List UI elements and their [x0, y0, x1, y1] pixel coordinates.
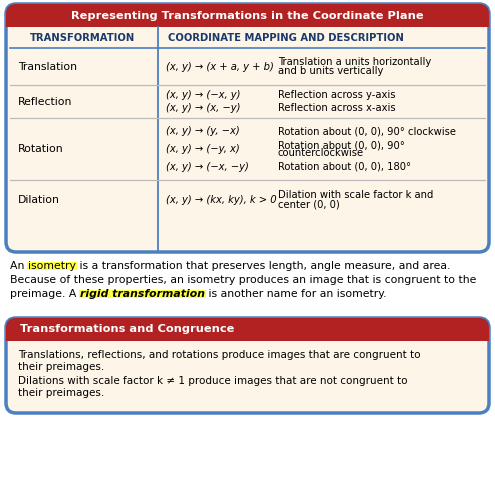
FancyBboxPatch shape — [6, 318, 489, 413]
Text: (x, y) → (−y, x): (x, y) → (−y, x) — [166, 144, 240, 154]
Text: Representing Transformations in the Coordinate Plane: Representing Transformations in the Coor… — [71, 11, 424, 21]
Bar — [6, 329, 489, 341]
Text: Reflection: Reflection — [18, 97, 72, 107]
Text: Dilation: Dilation — [18, 195, 60, 205]
Text: (x, y) → (−x, y): (x, y) → (−x, y) — [166, 90, 241, 100]
FancyBboxPatch shape — [6, 318, 489, 341]
Text: Reflection across y-axis: Reflection across y-axis — [278, 90, 396, 100]
Bar — [79, 290, 206, 298]
FancyBboxPatch shape — [6, 4, 489, 252]
Text: their preimages.: their preimages. — [18, 362, 104, 372]
Text: (x, y) → (x + a, y + b): (x, y) → (x + a, y + b) — [166, 62, 274, 72]
Text: preimage. A: preimage. A — [10, 289, 80, 299]
Text: their preimages.: their preimages. — [18, 388, 104, 398]
Text: An: An — [10, 261, 28, 271]
Text: Translations, reflections, and rotations produce images that are congruent to: Translations, reflections, and rotations… — [18, 350, 420, 360]
Text: Rotation about (0, 0), 90° clockwise: Rotation about (0, 0), 90° clockwise — [278, 126, 456, 136]
Text: Rotation: Rotation — [18, 144, 64, 154]
Text: Dilations with scale factor k ≠ 1 produce images that are not congruent to: Dilations with scale factor k ≠ 1 produc… — [18, 376, 407, 386]
Text: rigid transformation: rigid transformation — [80, 289, 205, 299]
Text: and b units vertically: and b units vertically — [278, 66, 383, 76]
FancyBboxPatch shape — [6, 4, 489, 27]
Text: Because of these properties, an isometry produces an image that is congruent to : Because of these properties, an isometry… — [10, 275, 476, 285]
Text: counterclockwise: counterclockwise — [278, 148, 364, 158]
Bar — [6, 15, 489, 27]
Text: Rotation about (0, 0), 90°: Rotation about (0, 0), 90° — [278, 140, 405, 150]
Text: Reflection across x-axis: Reflection across x-axis — [278, 103, 396, 113]
Text: (x, y) → (x, −y): (x, y) → (x, −y) — [166, 103, 241, 113]
Text: center (0, 0): center (0, 0) — [278, 199, 340, 209]
Text: (x, y) → (kx, ky), k > 0: (x, y) → (kx, ky), k > 0 — [166, 195, 277, 205]
Text: (x, y) → (−x, −y): (x, y) → (−x, −y) — [166, 162, 249, 172]
Text: Translation a units horizontally: Translation a units horizontally — [278, 57, 431, 67]
Text: is a transformation that preserves length, angle measure, and area.: is a transformation that preserves lengt… — [76, 261, 450, 271]
Text: Rotation about (0, 0), 180°: Rotation about (0, 0), 180° — [278, 162, 411, 172]
Text: Transformations and Congruence: Transformations and Congruence — [20, 325, 234, 335]
Text: is another name for an isometry.: is another name for an isometry. — [205, 289, 387, 299]
Text: Dilation with scale factor k and: Dilation with scale factor k and — [278, 191, 434, 200]
Text: TRANSFORMATION: TRANSFORMATION — [29, 33, 135, 43]
Text: isometry: isometry — [28, 261, 76, 271]
Bar — [27, 262, 77, 270]
Text: (x, y) → (y, −x): (x, y) → (y, −x) — [166, 126, 240, 136]
Text: COORDINATE MAPPING AND DESCRIPTION: COORDINATE MAPPING AND DESCRIPTION — [168, 33, 404, 43]
Text: Translation: Translation — [18, 62, 77, 72]
